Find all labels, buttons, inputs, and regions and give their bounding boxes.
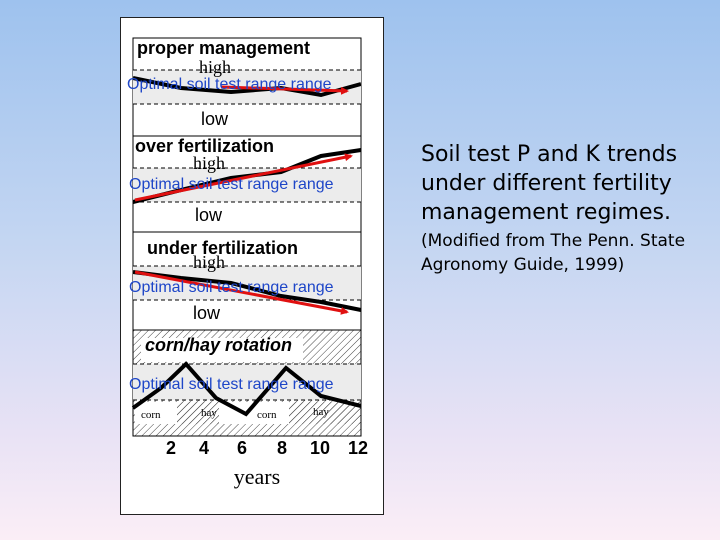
crop-block-corn (135, 402, 177, 424)
crop-block-hay (177, 402, 219, 424)
title-backdrop (141, 338, 303, 362)
trend-diagram: proper management high Optimal soil test… (127, 37, 368, 489)
tick-label: 10 (310, 438, 330, 458)
tick-label: 4 (199, 438, 209, 458)
optimal-range-label: Optimal soil test range range (127, 76, 332, 93)
optimal-band (133, 364, 361, 400)
trend-arrow (134, 270, 349, 315)
trend-arrow (134, 153, 353, 202)
trend-line (131, 361, 362, 417)
optimal-band (133, 168, 361, 202)
trend-line (132, 76, 362, 98)
crop-block-hay (289, 402, 361, 424)
crop-label: corn (257, 409, 277, 421)
panel-corn-hay-rotation: corn/hay rotation Optimal soil test rang… (129, 329, 362, 437)
high-label: high (193, 153, 225, 173)
optimal-range-label: Optimal soil test range range (129, 176, 334, 193)
panel-title: over fertilization (135, 136, 274, 156)
crop-label: hay (201, 407, 217, 419)
high-label: high (193, 252, 225, 272)
figure-panel: proper management high Optimal soil test… (120, 17, 384, 515)
caption: Soil test P and K trends under different… (421, 140, 713, 277)
panel-title: proper management (137, 38, 310, 58)
high-label: high (199, 57, 231, 77)
caption-main: Soil test P and K trends under different… (421, 142, 678, 225)
optimal-range-label: Optimal soil test range range (129, 376, 334, 393)
crop-label: hay (313, 406, 329, 418)
panel-under-fertilization: under fertilization high Optimal soil te… (129, 231, 362, 331)
panel-over-fertilization: over fertilization high Optimal soil tes… (129, 135, 362, 233)
tick-label: 2 (166, 438, 176, 458)
optimal-range-label: Optimal soil test range range (129, 279, 334, 296)
low-label: low (193, 303, 221, 323)
low-label: low (201, 109, 229, 129)
low-label: low (195, 205, 223, 225)
x-axis-label: years (234, 464, 280, 489)
trend-line (132, 270, 362, 312)
panel-proper-management: proper management high Optimal soil test… (127, 37, 362, 137)
panel-title: corn/hay rotation (145, 335, 292, 355)
crop-label: corn (141, 409, 161, 421)
tick-label: 12 (348, 438, 368, 458)
tick-label: 8 (277, 438, 287, 458)
x-axis: 2 4 6 8 10 12 years (166, 438, 368, 489)
panel-title: under fertilization (147, 238, 298, 258)
trend-arrow (220, 85, 349, 95)
tick-label: 6 (237, 438, 247, 458)
caption-source: (Modified from The Penn. State Agronomy … (421, 231, 686, 275)
